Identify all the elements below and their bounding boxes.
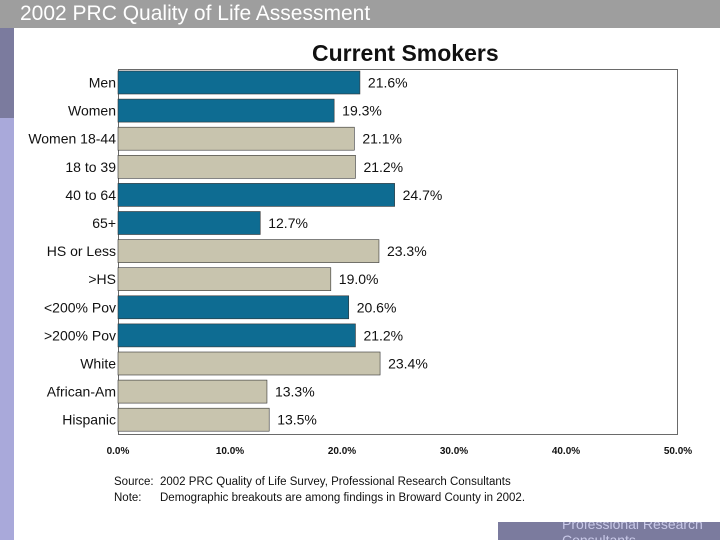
bar-7 [117, 267, 332, 292]
category-label-1: Women [68, 103, 116, 119]
x-tick-label-0: 0.0% [107, 446, 130, 457]
footer-bar: Professional Research Consultants [498, 522, 720, 540]
note-label: Note: [114, 492, 142, 504]
category-label-7: >HS [88, 271, 116, 287]
category-label-12: Hispanic [62, 412, 116, 428]
chart-title: Current Smokers [312, 40, 499, 66]
source-text: 2002 PRC Quality of Life Survey, Profess… [160, 476, 511, 488]
value-label-3: 21.2% [363, 159, 403, 175]
bar-4 [117, 183, 395, 207]
category-label-6: HS or Less [47, 243, 116, 259]
bar-11 [117, 379, 268, 404]
note-text: Demographic breakouts are among findings… [160, 492, 526, 504]
footnote: Note: Demographic breakouts are among fin… [114, 492, 525, 504]
left-accent-bar-light [0, 118, 14, 540]
bar-9 [117, 323, 356, 348]
value-label-12: 13.5% [277, 412, 317, 428]
value-label-2: 21.1% [362, 131, 402, 147]
value-label-1: 19.3% [342, 103, 382, 119]
bar-0 [117, 70, 361, 95]
value-label-9: 21.2% [363, 327, 403, 343]
category-label-5: 65+ [92, 215, 116, 231]
category-label-4: 40 to 64 [65, 187, 116, 203]
x-tick-label-4: 40.0% [552, 446, 580, 457]
category-label-10: White [80, 356, 116, 372]
category-label-2: Women 18-44 [28, 131, 116, 147]
category-label-0: Men [89, 75, 116, 91]
category-label-11: African-Am [47, 384, 116, 400]
value-label-11: 13.3% [275, 384, 315, 400]
source-label: Source: [114, 476, 154, 488]
x-tick-label-3: 30.0% [440, 446, 468, 457]
bar-1 [117, 98, 335, 123]
x-tick-label-2: 20.0% [328, 446, 356, 457]
bar-3 [117, 155, 356, 179]
category-label-8: <200% Pov [44, 299, 116, 315]
x-tick-label-1: 10.0% [216, 446, 244, 457]
bar-2 [117, 126, 355, 151]
footer-brand: Professional Research Consultants [562, 522, 703, 540]
value-label-7: 19.0% [339, 271, 379, 287]
bar-10 [117, 351, 381, 376]
value-label-5: 12.7% [268, 215, 308, 231]
value-label-6: 23.3% [387, 243, 427, 259]
title-bar: 2002 PRC Quality of Life Assessment [0, 0, 720, 28]
page-title: 2002 PRC Quality of Life Assessment [20, 2, 371, 25]
source-note: Source: 2002 PRC Quality of Life Survey, … [114, 476, 511, 488]
bar-8 [117, 295, 350, 320]
value-label-0: 21.6% [368, 75, 408, 91]
value-label-10: 23.4% [388, 356, 428, 372]
value-label-8: 20.6% [357, 299, 397, 315]
bar-5 [117, 211, 261, 235]
category-label-3: 18 to 39 [65, 159, 116, 175]
left-accent-bar-dark [0, 28, 14, 118]
bar-chart: Men 21.6% Women 19.3% Women 18-44 21.1% 18 to … [28, 70, 692, 457]
category-label-9: >200% Pov [44, 327, 116, 343]
bar-12 [117, 407, 270, 432]
x-tick-label-5: 50.0% [664, 446, 692, 457]
value-label-4: 24.7% [403, 187, 443, 203]
bar-6 [117, 239, 380, 263]
